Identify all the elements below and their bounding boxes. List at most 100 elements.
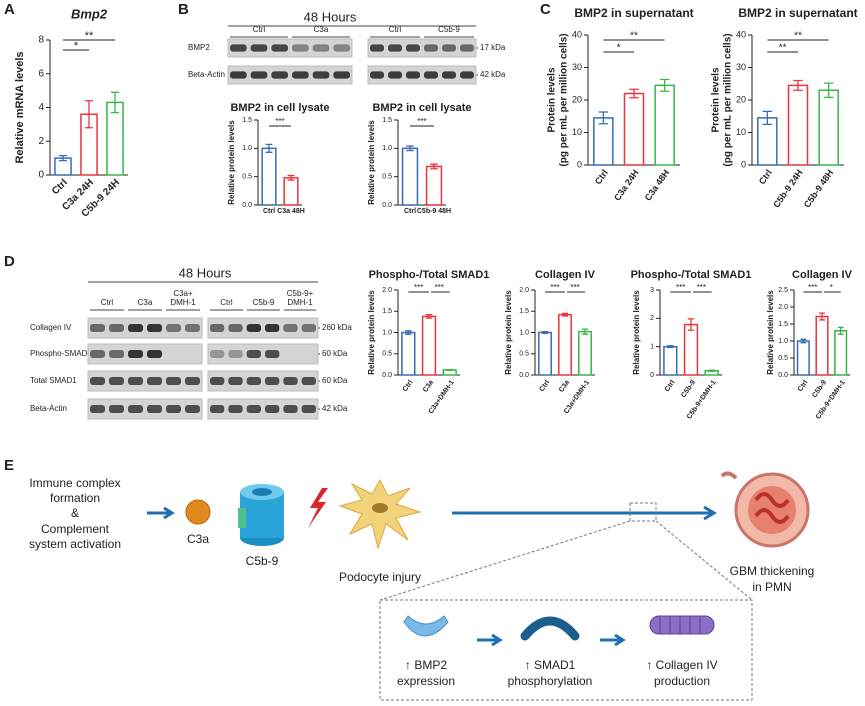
chart-title: Phospho-/Total SMAD1: [631, 269, 752, 281]
y-axis-label: (pg per mL per million cells): [723, 33, 734, 166]
significance-label: ***: [414, 283, 423, 292]
y-axis-label: Relative protein levels: [367, 120, 376, 205]
y-tick-label: 1.0: [519, 329, 529, 336]
y-tick-label: 0.5: [519, 351, 529, 358]
bar: [663, 345, 678, 376]
blot-strip: [207, 370, 319, 392]
error-bar: [58, 154, 68, 162]
significance-label: **: [794, 31, 802, 42]
y-tick-label: 30: [572, 62, 582, 72]
y-tick-label: 1.0: [242, 145, 252, 152]
size-label: 17 kDa: [480, 43, 506, 52]
chart-title: Collagen IV: [792, 269, 853, 281]
y-axis-label: Relative protein levels: [632, 290, 641, 375]
blot-band: [147, 377, 162, 385]
y-tick-label: 30: [736, 62, 746, 72]
lane-label: Ctrl: [253, 25, 266, 34]
collagen-icon: [649, 615, 715, 635]
blot-band: [271, 44, 288, 52]
x-tick-label: Ctrl: [404, 208, 416, 215]
y-tick-label: 1.5: [519, 308, 529, 315]
diagram-text: GBM thickening: [730, 564, 815, 578]
c5b9-icon: [238, 484, 284, 546]
blot-strip: [367, 38, 477, 58]
y-tick-label: 2.0: [382, 287, 392, 294]
significance-label: **: [779, 43, 787, 54]
blot-band: [312, 44, 330, 52]
injury-icon: [308, 488, 328, 528]
x-tick-label: C5b-9 48H: [417, 208, 451, 215]
bar: [558, 313, 572, 376]
panel-label: D: [4, 253, 15, 270]
x-tick-label: C3a 48H: [277, 208, 305, 215]
blot-band: [185, 324, 200, 332]
error-bar: [823, 82, 834, 99]
chart-title: Bmp2: [71, 6, 108, 21]
blot-band: [228, 350, 243, 358]
y-axis-label: Protein levels: [547, 67, 558, 132]
diagram-text: ↑ SMAD1: [525, 658, 576, 672]
podocyte-icon: [338, 478, 422, 550]
zoom-lines: [379, 520, 753, 601]
blot-band: [283, 377, 298, 385]
y-tick-label: 0: [650, 372, 654, 379]
bar: [538, 331, 552, 376]
x-tick-label: Ctrl: [664, 379, 677, 393]
bar: [623, 92, 645, 166]
bmp2-icon: [403, 615, 449, 637]
lane-label: Ctrl: [389, 25, 402, 34]
blot-band: [301, 377, 316, 385]
blot-title: 48 Hours: [179, 265, 232, 280]
bar: [654, 84, 675, 166]
bar: [593, 117, 614, 166]
blot-band: [246, 350, 261, 358]
diagram-text: ↑ BMP2: [405, 658, 447, 672]
y-tick-label: 0.5: [382, 174, 392, 181]
y-tick-label: 2.0: [778, 304, 788, 311]
y-axis-label: Relative protein levels: [367, 290, 376, 375]
significance-label: ***: [550, 283, 559, 292]
y-tick-label: 40: [736, 29, 746, 39]
lane-label: Ctrl: [220, 298, 233, 307]
blot-band: [283, 405, 298, 413]
blot-band: [90, 324, 105, 332]
significance-label: ***: [275, 117, 284, 126]
significance-label: *: [617, 43, 621, 54]
chart-title: Collagen IV: [535, 269, 596, 281]
blot-band: [246, 405, 261, 413]
size-label: 42 kDa: [480, 70, 506, 79]
y-tick-label: 1.0: [778, 338, 788, 345]
error-bar: [406, 145, 414, 152]
y-tick-label: 20: [572, 94, 582, 104]
x-tick-label: Ctrl: [50, 177, 70, 197]
lane-label: C3a: [314, 25, 329, 34]
y-tick-label: 1.0: [382, 145, 392, 152]
error-bar: [430, 163, 438, 170]
blot-band: [265, 405, 280, 413]
arrow: [147, 506, 175, 520]
bar: [421, 315, 437, 376]
y-axis-label: (pg per mL per million cells): [559, 33, 570, 166]
error-bar: [581, 328, 589, 335]
size-label: 60 kDa: [322, 376, 348, 385]
chart-title: BMP2 in cell lysate: [230, 102, 329, 114]
x-tick-label: C5b-9 48H: [802, 168, 835, 210]
diagram-text: C5b-9: [246, 554, 279, 568]
arrow: [600, 633, 626, 647]
y-tick-label: 8: [38, 35, 44, 46]
y-axis-label: Relative protein levels: [227, 120, 236, 205]
y-tick-label: 1.5: [778, 321, 788, 328]
blot-band: [166, 324, 181, 332]
blot-band: [109, 405, 124, 413]
size-label: 42 kDa: [322, 404, 348, 413]
bar: [834, 330, 848, 376]
blot-strip: [87, 370, 203, 392]
significance-label: ***: [435, 283, 444, 292]
diagram-text: C3a: [187, 532, 209, 546]
significance-label: *: [830, 283, 833, 292]
blot-band: [228, 405, 243, 413]
pathway-diagram: Immune complex formation & Complement sy…: [29, 471, 815, 701]
bar: [283, 177, 299, 206]
blot-band: [301, 324, 316, 332]
panel-label: B: [178, 1, 189, 18]
